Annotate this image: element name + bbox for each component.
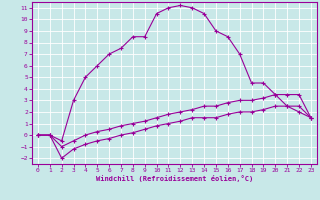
X-axis label: Windchill (Refroidissement éolien,°C): Windchill (Refroidissement éolien,°C) [96, 175, 253, 182]
